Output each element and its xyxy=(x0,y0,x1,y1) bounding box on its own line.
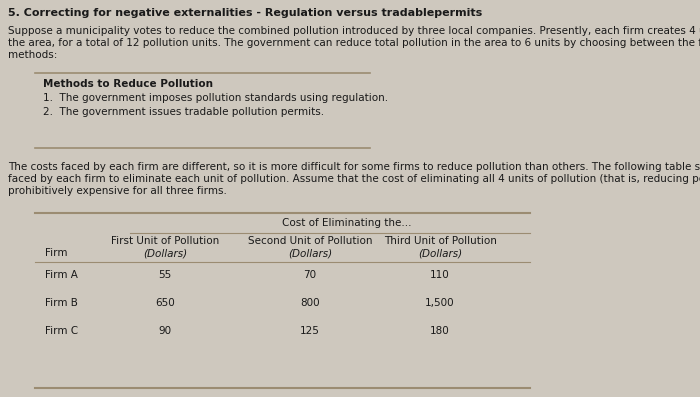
Text: 2.  The government issues tradable pollution permits.: 2. The government issues tradable pollut… xyxy=(43,107,324,117)
Text: 180: 180 xyxy=(430,326,450,336)
Text: Cost of Eliminating the...: Cost of Eliminating the... xyxy=(282,218,412,228)
Text: 55: 55 xyxy=(158,270,172,280)
Text: Methods to Reduce Pollution: Methods to Reduce Pollution xyxy=(43,79,213,89)
Text: Firm: Firm xyxy=(45,248,67,258)
Text: 90: 90 xyxy=(158,326,172,336)
Text: Firm A: Firm A xyxy=(45,270,78,280)
Text: 800: 800 xyxy=(300,298,320,308)
Text: Third Unit of Pollution: Third Unit of Pollution xyxy=(384,236,496,246)
Text: Suppose a municipality votes to reduce the combined pollution introduced by thre: Suppose a municipality votes to reduce t… xyxy=(8,26,700,36)
Text: (Dollars): (Dollars) xyxy=(288,248,332,258)
Text: (Dollars): (Dollars) xyxy=(143,248,187,258)
Text: First Unit of Pollution: First Unit of Pollution xyxy=(111,236,219,246)
Text: 1.  The government imposes pollution standards using regulation.: 1. The government imposes pollution stan… xyxy=(43,93,388,103)
Text: methods:: methods: xyxy=(8,50,57,60)
Text: 650: 650 xyxy=(155,298,175,308)
Text: Firm B: Firm B xyxy=(45,298,78,308)
Text: the area, for a total of 12 pollution units. The government can reduce total pol: the area, for a total of 12 pollution un… xyxy=(8,38,700,48)
Text: The costs faced by each firm are different, so it is more difficult for some fir: The costs faced by each firm are differe… xyxy=(8,162,700,172)
Text: 1,500: 1,500 xyxy=(425,298,455,308)
Text: prohibitively expensive for all three firms.: prohibitively expensive for all three fi… xyxy=(8,186,227,196)
Text: Firm C: Firm C xyxy=(45,326,78,336)
Text: (Dollars): (Dollars) xyxy=(418,248,462,258)
Text: 125: 125 xyxy=(300,326,320,336)
Text: 110: 110 xyxy=(430,270,450,280)
Text: faced by each firm to eliminate each unit of pollution. Assume that the cost of : faced by each firm to eliminate each uni… xyxy=(8,174,700,184)
Text: 70: 70 xyxy=(303,270,316,280)
Text: 5. Correcting for negative externalities - Regulation versus tradablepermits: 5. Correcting for negative externalities… xyxy=(8,8,482,18)
Text: Second Unit of Pollution: Second Unit of Pollution xyxy=(248,236,372,246)
